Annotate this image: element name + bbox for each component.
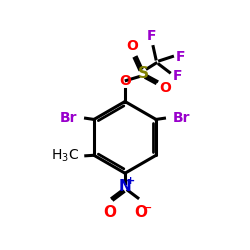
Text: N: N	[119, 178, 132, 194]
Text: F: F	[147, 30, 156, 44]
Text: +: +	[126, 176, 135, 186]
Text: Br: Br	[172, 111, 190, 125]
Text: F: F	[173, 69, 182, 83]
Text: Br: Br	[60, 111, 78, 125]
Text: O: O	[126, 39, 138, 53]
Text: −: −	[142, 203, 152, 213]
Text: O: O	[103, 205, 116, 220]
Text: $\mathregular{H_3C}$: $\mathregular{H_3C}$	[51, 148, 79, 164]
Text: S: S	[138, 66, 149, 80]
Text: O: O	[134, 205, 147, 220]
Text: F: F	[176, 50, 185, 64]
Text: O: O	[160, 81, 172, 95]
Text: O: O	[119, 74, 131, 88]
